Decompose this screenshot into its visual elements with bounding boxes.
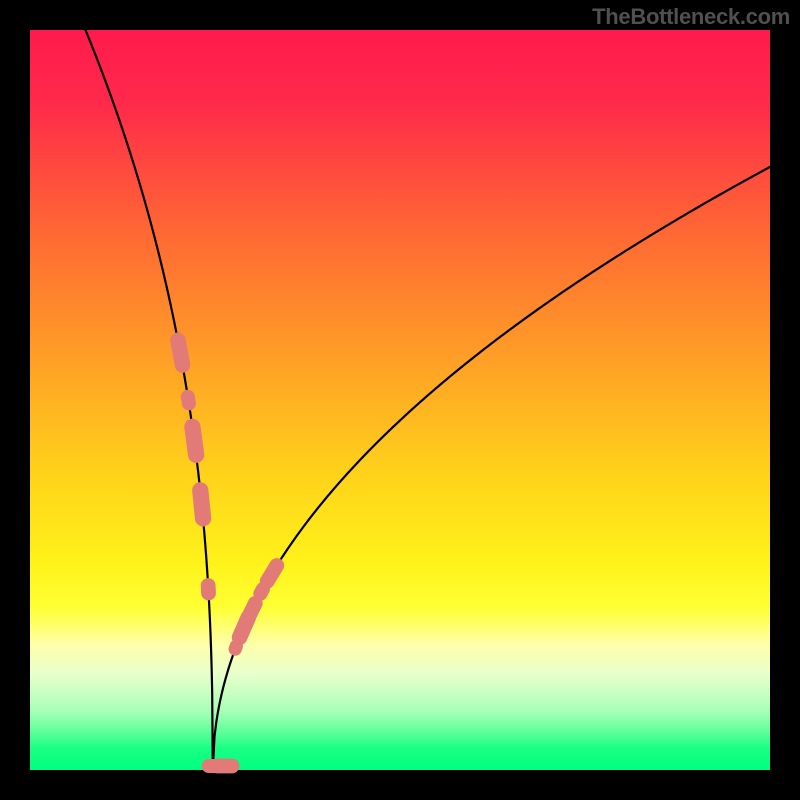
chart-root: TheBottleneck.com: [0, 0, 800, 800]
curve-marker: [200, 578, 216, 601]
plot-background: [30, 30, 770, 770]
watermark-text: TheBottleneck.com: [592, 4, 790, 30]
chart-svg: [0, 0, 800, 800]
curve-marker: [210, 759, 240, 774]
